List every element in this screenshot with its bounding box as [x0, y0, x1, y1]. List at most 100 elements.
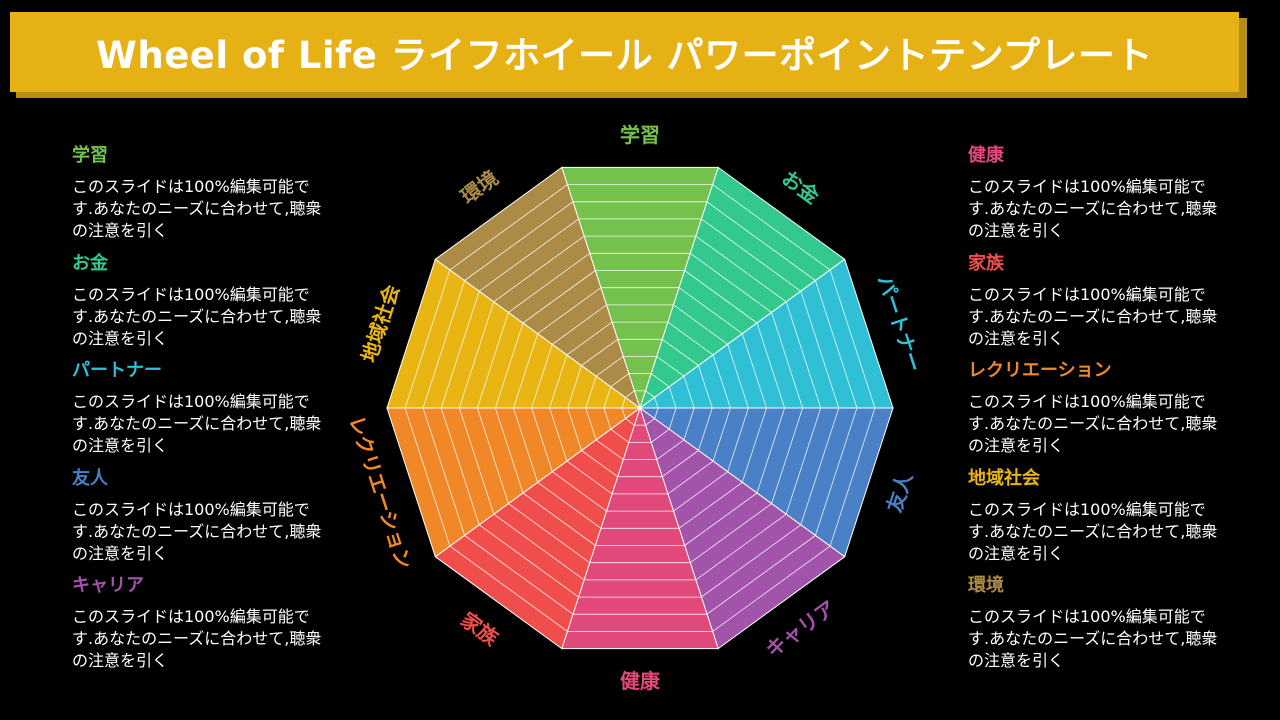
item-heading: レクリエーション: [968, 360, 1112, 381]
segment-ring-line: [678, 482, 743, 529]
segment-ring-line: [610, 428, 630, 443]
segment-label: 地域社会: [357, 282, 405, 366]
segment-ring-line: [667, 460, 714, 495]
item-text: このスライドは100%編集可能です.あなたのニーズに合わせて,聴衆の注意を引く: [72, 392, 322, 455]
segment-ring-line: [522, 492, 596, 546]
segment-ring-line: [662, 338, 699, 366]
segment-ring-line: [585, 407, 597, 441]
segment-ring-line: [621, 407, 626, 419]
segment-ring-line: [493, 513, 585, 581]
item-heading: パートナー: [72, 360, 162, 381]
segment-ring-line: [603, 386, 612, 409]
segment-ring-line: [440, 291, 480, 409]
segment-ring-line: [683, 375, 695, 409]
description-item: レクリエーション このスライドは100%編集可能です.あなたのニーズに合わせて,…: [968, 357, 1228, 465]
item-heading: 健康: [968, 145, 1004, 166]
description-item: 健康 このスライドは100%編集可能です.あなたのニーズに合わせて,聴衆の注意を…: [968, 142, 1228, 250]
left-description-panel: 学習 このスライドは100%編集可能です.あなたのニーズに合わせて,聴衆の注意を…: [72, 142, 332, 680]
segment-ring-line: [698, 365, 713, 409]
item-text: このスライドは100%編集可能です.あなたのニーズに合わせて,聴衆の注意を引く: [72, 284, 322, 348]
description-item: 地域社会 このスライドは100%編集可能です.あなたのニーズに合わせて,聴衆の注…: [968, 465, 1228, 573]
segment-ring-line: [508, 503, 590, 564]
segment-ring-line: [650, 373, 670, 388]
segment-ring-line: [667, 321, 714, 356]
segment-ring-line: [495, 407, 524, 494]
segment-ring-line: [595, 356, 624, 377]
segment-ring-line: [493, 235, 585, 303]
segment-ring-line: [464, 535, 574, 615]
item-heading: 家族: [968, 252, 1004, 274]
item-text: このスライドは100%編集可能です.あなたのニーズに合わせて,聴衆の注意を引く: [72, 607, 322, 670]
segment-ring-line: [712, 184, 831, 271]
segment-ring-line: [706, 535, 816, 615]
segment-ring-line: [712, 407, 731, 462]
item-heading: お金: [72, 252, 108, 274]
segment-ring-line: [650, 428, 670, 443]
item-text: このスライドは100%編集可能です.あなたのニーズに合わせて,聴衆の注意を引く: [968, 607, 1218, 670]
description-item: 友人 このスライドは100%編集可能です.あなたのニーズに合わせて,聴衆の注意を…: [72, 465, 332, 573]
item-heading: 学習: [72, 145, 108, 166]
description-item: パートナー このスライドは100%編集可能です.あなたのニーズに合わせて,聴衆の…: [72, 357, 332, 465]
segment-ring-line: [678, 287, 743, 334]
segment-ring-line: [800, 291, 840, 409]
segment-ring-line: [567, 365, 582, 409]
segment-ring-line: [458, 407, 495, 515]
segment-ring-line: [690, 252, 772, 313]
item-text: このスライドは100%編集可能です.あなたのニーズに合わせて,聴衆の注意を引く: [968, 392, 1218, 455]
segment-ring-line: [673, 304, 728, 345]
segment-label: 家族: [456, 607, 503, 651]
segment-ring-line: [531, 344, 553, 409]
segment-ring-line: [566, 321, 613, 356]
segment-ring-line: [815, 280, 858, 409]
segment-ring-line: [701, 218, 802, 292]
segment-ring-line: [756, 407, 785, 494]
item-text: このスライドは100%編集可能です.あなたのニーズに合わせて,聴衆の注意を引く: [72, 177, 322, 240]
wheel-segment: [434, 166, 641, 410]
segment-ring-line: [654, 407, 659, 419]
segment-ring-line: [549, 407, 568, 462]
description-item: お金 このスライドは100%編集可能です.あなたのニーズに合わせて,聴衆の注意を…: [72, 250, 332, 358]
segment-label: パートナー: [873, 272, 927, 375]
item-heading: 環境: [968, 575, 1004, 596]
segment-ring-line: [549, 354, 568, 409]
segment-ring-line: [673, 471, 728, 512]
segment-ring-line: [712, 354, 731, 409]
segment-ring-line: [440, 407, 480, 525]
segment-ring-line: [741, 333, 767, 409]
segment-ring-line: [662, 450, 699, 478]
wheel-segment: [639, 406, 846, 650]
segment-ring-line: [690, 503, 772, 564]
segment-ring-line: [477, 407, 509, 504]
segment-ring-line: [727, 407, 749, 472]
segment-ring-line: [695, 235, 787, 303]
segment-ring-line: [625, 418, 635, 426]
segment-ring-line: [668, 386, 677, 409]
segment-ring-line: [537, 482, 602, 529]
segment-ring-line: [756, 322, 785, 409]
segment-ring-line: [645, 418, 655, 426]
segment-ring-line: [712, 545, 831, 632]
segment-ring-line: [610, 373, 630, 388]
item-text: このスライドは100%編集可能です.あなたのニーズに合わせて,聴衆の注意を引く: [72, 499, 322, 563]
segment-ring-line: [815, 407, 858, 536]
segment-label: 環境: [456, 166, 502, 209]
segment-ring-line: [706, 201, 816, 281]
segment-ring-line: [771, 312, 803, 409]
segment-ring-line: [477, 312, 509, 409]
segment-ring-line: [495, 322, 524, 409]
segment-ring-line: [585, 375, 597, 409]
segment-ring-line: [683, 407, 695, 441]
item-heading: 友人: [72, 467, 108, 489]
segment-ring-line: [684, 492, 758, 546]
segment-label: お金: [777, 166, 824, 210]
segment-ring-line: [508, 252, 590, 313]
title-bar: Wheel of Life ライフホイール パワーポイントテンプレート: [10, 12, 1239, 92]
segment-ring-line: [656, 439, 685, 460]
segment-ring-line: [595, 439, 624, 460]
segment-ring-line: [552, 471, 607, 512]
segment-ring-line: [603, 407, 612, 430]
segment-ring-line: [695, 513, 787, 581]
segment-ring-line: [464, 201, 574, 281]
segment-label: 友人: [882, 469, 917, 515]
